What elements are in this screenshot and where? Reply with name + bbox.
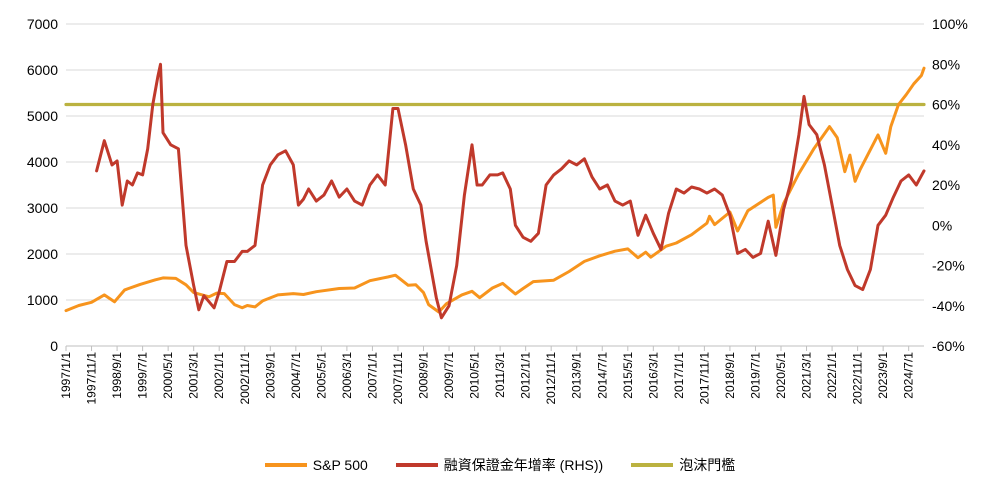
x-tick-label: 2015/5/1 [621,352,635,399]
y-right-tick-label: -60% [932,338,965,354]
x-tick-label: 2021/3/1 [800,352,814,399]
x-tick-label: 2022/1/1 [825,352,839,399]
x-tick-label: 2010/5/1 [468,352,482,399]
x-tick-label: 2022/11/1 [851,352,865,405]
legend-swatch-sp500 [264,463,307,467]
x-tick-label: 2000/5/1 [161,352,175,399]
y-left-tick-label: 0 [50,338,58,354]
x-tick-label: 2017/11/1 [697,352,711,405]
y-right-tick-label: -40% [932,298,965,314]
x-tick-label: 2011/3/1 [493,352,507,398]
legend-swatch-margin-debt [395,463,438,467]
x-tick-label: 2003/9/1 [263,352,277,399]
x-tick-label: 2012/11/1 [544,352,558,405]
x-tick-label: 2016/3/1 [646,352,660,399]
legend-item-bubble-threshold: 泡沫門檻 [631,455,735,475]
y-right-tick-label: 40% [932,137,960,153]
legend-item-sp500: S&P 500 [264,457,368,473]
x-tick-label: 2002/11/1 [238,352,252,405]
legend-item-margin-debt: 融資保證金年增率 (RHS)) [395,455,604,475]
x-tick-label: 2014/7/1 [595,352,609,399]
y-right-tick-label: 60% [932,97,960,113]
x-tick-label: 2023/9/1 [876,352,890,399]
y-left-tick-label: 3000 [27,200,58,216]
y-right-tick-label: -20% [932,258,965,274]
y-left-tick-label: 7000 [27,16,58,32]
x-tick-label: 2017/1/1 [672,352,686,399]
x-tick-label: 1998/9/1 [110,352,124,399]
legend-swatch-bubble-threshold [631,463,674,467]
x-tick-label: 2024/7/1 [902,352,916,399]
x-tick-label: 2013/9/1 [570,352,584,399]
y-right-tick-label: 80% [932,56,960,72]
x-tick-label: 2008/9/1 [417,352,431,399]
x-tick-label: 2001/3/1 [187,352,201,399]
legend-label-bubble-threshold: 泡沫門檻 [679,457,736,473]
x-tick-label: 2004/7/1 [289,352,303,399]
y-left-tick-label: 5000 [27,108,58,124]
y-left-tick-label: 4000 [27,154,58,170]
x-tick-label: 1997/11/1 [85,352,99,405]
x-tick-label: 2007/11/1 [391,352,405,405]
x-tick-label: 2020/5/1 [774,352,788,399]
y-left-tick-label: 1000 [27,292,58,308]
x-tick-label: 2019/7/1 [748,352,762,399]
x-tick-label: 2005/5/1 [314,352,328,399]
x-tick-label: 2002/1/1 [212,352,226,399]
legend: S&P 500 融資保證金年增率 (RHS)) 泡沫門檻 [0,450,1000,480]
y-right-tick-label: 20% [932,177,960,193]
y-right-tick-label: 100% [932,16,968,32]
x-tick-label: 2006/3/1 [340,352,354,399]
x-tick-label: 1997/1/1 [59,352,73,399]
y-left-tick-label: 6000 [27,62,58,78]
y-right-tick-label: 0% [932,217,952,233]
x-tick-label: 2018/9/1 [723,352,737,399]
legend-label-sp500: S&P 500 [312,457,368,473]
x-tick-label: 1999/7/1 [136,352,150,399]
x-tick-label: 2009/7/1 [442,352,456,399]
series-line-1 [95,62,926,320]
x-tick-label: 2012/1/1 [519,352,533,399]
y-left-tick-label: 2000 [27,246,58,262]
x-tick-label: 2007/1/1 [365,352,379,399]
legend-label-margin-debt: 融資保證金年增率 (RHS)) [443,457,604,473]
